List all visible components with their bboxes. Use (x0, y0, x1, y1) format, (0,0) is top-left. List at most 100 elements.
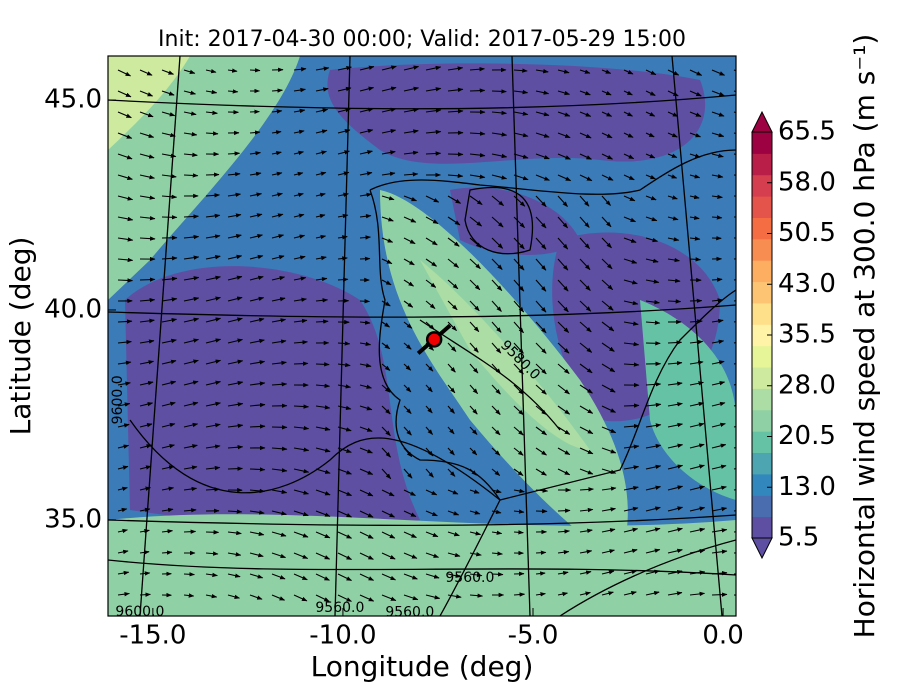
wind-arrow (381, 171, 396, 176)
wind-arrow (117, 153, 133, 160)
wind-arrow (315, 468, 331, 474)
colorbar-band (752, 388, 772, 411)
wind-arrow (711, 339, 725, 344)
wind-arrow (249, 213, 263, 218)
wind-arrow (337, 468, 352, 475)
wind-arrow (139, 132, 155, 138)
wind-arrow (667, 111, 679, 117)
wind-arrow (557, 279, 569, 292)
wind-arrow (469, 593, 484, 598)
wind-arrow (403, 510, 417, 518)
wind-arrow (513, 174, 529, 181)
wind-arrow (491, 363, 502, 375)
wind-arrow (183, 152, 198, 158)
wind-arrow (711, 215, 723, 220)
wind-arrow (359, 86, 375, 92)
wind-arrow (425, 151, 442, 156)
wind-arrow (337, 426, 352, 432)
wind-arrow (469, 321, 480, 333)
wind-arrow (513, 237, 525, 250)
wind-arrow (425, 468, 434, 478)
wind-arrow (161, 153, 177, 158)
wind-arrow (469, 552, 482, 557)
wind-arrow (315, 552, 331, 560)
wind-arrow (249, 130, 261, 135)
wind-arrow (557, 132, 571, 139)
wind-arrow (711, 485, 727, 491)
wind-arrow (271, 531, 287, 537)
wind-arrow (491, 237, 504, 249)
wind-arrow (381, 128, 397, 134)
wind-arrow (337, 65, 352, 71)
wind-arrow (579, 342, 593, 353)
wind-arrow (535, 153, 550, 160)
wind-arrow (667, 591, 683, 596)
wind-arrow (315, 531, 331, 539)
wind-arrow (667, 402, 683, 407)
wind-arrow (557, 363, 570, 374)
contour-label: 9560.0 (315, 600, 364, 616)
wind-arrow (689, 111, 702, 117)
wind-arrow (535, 174, 550, 181)
wind-arrow (491, 110, 508, 116)
wind-arrow (381, 594, 397, 602)
wind-arrow (403, 279, 414, 287)
wind-arrow (183, 529, 197, 534)
colorbar-band (752, 452, 772, 475)
wind-arrow (711, 570, 728, 576)
wind-arrow (249, 275, 264, 281)
wind-arrow (447, 109, 464, 114)
wind-arrow (205, 131, 219, 136)
wind-arrow (337, 256, 348, 261)
wind-arrow (557, 174, 572, 182)
coastline (439, 499, 736, 616)
wind-arrow (667, 485, 684, 491)
wind-arrow (557, 321, 570, 333)
wind-arrow (601, 300, 614, 311)
plot-frame (107, 55, 737, 617)
wind-arrow (623, 279, 638, 285)
wind-arrow (491, 447, 501, 456)
wind-arrow (205, 423, 221, 428)
wind-arrow (689, 485, 706, 491)
colorbar-tick-label: 43.0 (778, 269, 836, 299)
field-region (327, 63, 706, 164)
wind-arrow (337, 447, 352, 453)
wind-arrow (271, 594, 286, 601)
wind-arrow (315, 171, 327, 176)
wind-arrow (359, 214, 372, 219)
wind-arrow (271, 573, 286, 580)
colorbar-band (752, 302, 772, 325)
wind-arrow (689, 360, 704, 365)
wind-arrow (271, 360, 287, 366)
wind-arrow (645, 506, 661, 512)
wind-arrow (359, 552, 374, 560)
wind-arrow (161, 69, 174, 75)
wind-arrow (249, 467, 266, 472)
wind-arrow (667, 360, 683, 366)
wind-arrow (271, 109, 283, 114)
wind-arrow (205, 296, 221, 302)
wind-arrow (249, 338, 265, 344)
wind-arrow (557, 300, 569, 313)
wind-arrow (139, 529, 150, 534)
wind-arrow (359, 384, 372, 389)
wind-arrow (205, 213, 221, 219)
wind-arrow (447, 426, 455, 435)
wind-arrow (117, 465, 129, 470)
wind-arrow (205, 593, 218, 599)
wind-arrow (139, 215, 156, 221)
wind-arrow (293, 573, 308, 581)
wind-arrow (447, 195, 462, 204)
wind-arrow (557, 591, 568, 597)
wind-arrow (315, 405, 331, 410)
wind-arrow (601, 591, 614, 596)
colorbar-tick-label: 5.5 (778, 523, 819, 553)
wind-arrow (579, 507, 594, 513)
wind-arrow (425, 258, 437, 267)
wind-arrow (447, 594, 462, 599)
wind-arrow (469, 510, 481, 515)
wind-arrow (689, 339, 704, 345)
wind-arrow (601, 111, 613, 117)
wind-arrow (271, 339, 287, 344)
